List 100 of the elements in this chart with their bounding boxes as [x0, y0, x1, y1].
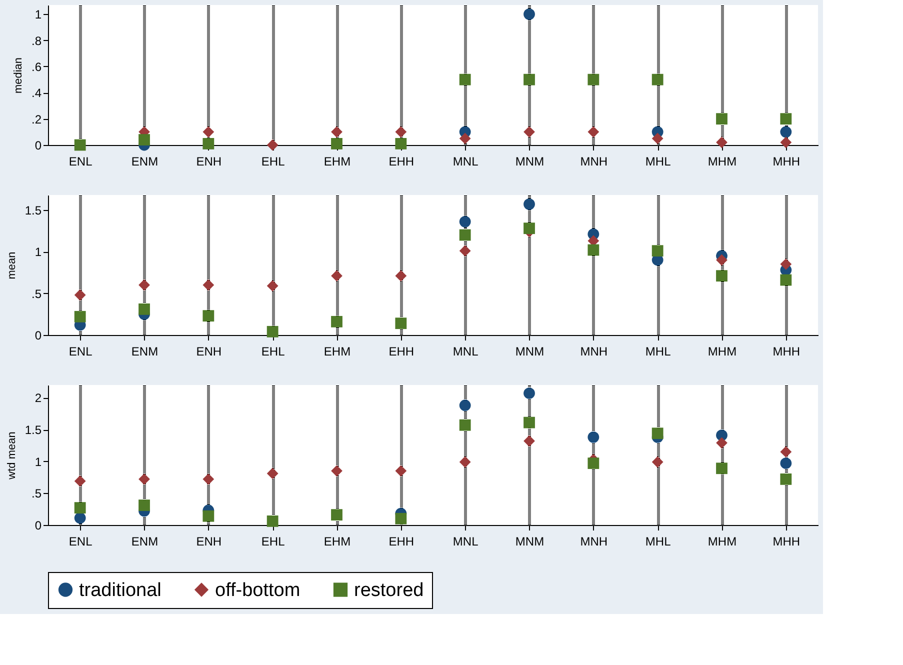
y-axis-title: mean	[6, 252, 18, 280]
point	[780, 274, 792, 286]
point	[716, 437, 728, 449]
point	[202, 126, 214, 138]
point	[331, 138, 342, 150]
x-tick-label: ENM	[131, 534, 158, 548]
legend-label: restored	[354, 580, 424, 601]
point	[780, 136, 792, 148]
point	[652, 132, 664, 144]
y-tick-label: .8	[31, 34, 42, 48]
point	[652, 456, 664, 468]
x-tick-label: MNH	[580, 344, 608, 358]
y-tick-label: 0	[34, 328, 42, 342]
point	[780, 473, 792, 485]
x-tick-label: ENL	[68, 534, 93, 548]
point	[395, 512, 407, 524]
x-tick-label: MNM	[515, 344, 544, 358]
point	[716, 113, 728, 125]
point	[266, 280, 278, 292]
x-tick-label: EHM	[324, 154, 351, 168]
y-tick-label: 2	[34, 391, 42, 406]
point	[138, 134, 150, 146]
x-tick-label: ENH	[196, 154, 222, 168]
point	[780, 458, 792, 469]
point	[395, 318, 407, 330]
point	[138, 279, 150, 291]
point	[266, 326, 278, 338]
point	[588, 126, 600, 138]
point	[138, 473, 150, 485]
x-tick-label: MHM	[708, 534, 737, 548]
y-tick-label: .5	[31, 286, 42, 301]
point	[395, 126, 407, 138]
point	[331, 316, 342, 328]
point	[716, 462, 728, 474]
y-tick-label: 1	[34, 454, 42, 469]
y-axis-title: median	[12, 57, 24, 94]
x-tick-label: MHL	[645, 154, 672, 168]
x-tick-label: MNH	[580, 534, 608, 548]
point	[524, 126, 535, 138]
point	[331, 509, 342, 521]
x-tick-label: MNM	[515, 154, 544, 168]
x-tick-label: ENH	[196, 344, 222, 358]
x-tick-label: MHM	[708, 154, 737, 168]
point	[780, 113, 792, 125]
point	[459, 419, 471, 431]
x-tick-label: EHL	[261, 344, 286, 358]
x-tick-label: EHH	[388, 344, 414, 358]
x-tick-label: ENM	[131, 344, 158, 358]
x-tick-label: MNM	[515, 534, 544, 548]
point	[588, 244, 600, 256]
point	[588, 74, 600, 86]
x-tick-label: EHL	[261, 154, 286, 168]
y-axis-title: wtd mean	[6, 432, 18, 480]
point	[524, 435, 535, 447]
point	[459, 74, 471, 86]
point	[459, 132, 471, 144]
point	[780, 258, 792, 270]
point	[202, 310, 214, 322]
point	[138, 303, 150, 315]
point	[459, 216, 471, 228]
point	[74, 310, 86, 322]
point	[266, 139, 278, 151]
point	[459, 456, 471, 468]
y-tick-label: .2	[31, 112, 42, 126]
point	[266, 515, 278, 527]
point	[524, 198, 535, 210]
point	[395, 270, 407, 282]
point	[652, 428, 664, 440]
point	[716, 254, 728, 266]
y-tick-label: 0	[34, 518, 42, 532]
point	[588, 458, 600, 469]
x-tick-label: MHH	[772, 154, 800, 168]
point	[524, 222, 535, 234]
point	[652, 74, 664, 86]
point	[780, 126, 792, 138]
x-tick-label: EHH	[388, 534, 414, 548]
x-tick-label: MHL	[645, 344, 672, 358]
point	[331, 270, 342, 282]
y-tick-label: .5	[31, 486, 42, 501]
point	[716, 270, 728, 282]
y-tick-label: .4	[31, 86, 42, 100]
point	[202, 473, 214, 485]
x-tick-label: ENH	[196, 534, 222, 548]
x-tick-label: MHH	[772, 344, 800, 358]
point	[331, 465, 342, 477]
legend-label: traditional	[79, 580, 162, 601]
x-tick-label: MNL	[452, 154, 479, 168]
point	[652, 245, 664, 257]
point	[395, 465, 407, 477]
point	[138, 500, 150, 511]
x-tick-label: EHL	[261, 534, 286, 548]
point	[74, 502, 86, 514]
point	[524, 8, 535, 20]
x-tick-label: MHL	[645, 534, 672, 548]
point	[74, 475, 86, 487]
y-tick-label: 1.5	[24, 423, 42, 438]
y-tick-label: 1.5	[24, 204, 42, 218]
point	[780, 446, 792, 458]
point	[202, 138, 214, 150]
x-tick-label: MNL	[452, 344, 479, 358]
